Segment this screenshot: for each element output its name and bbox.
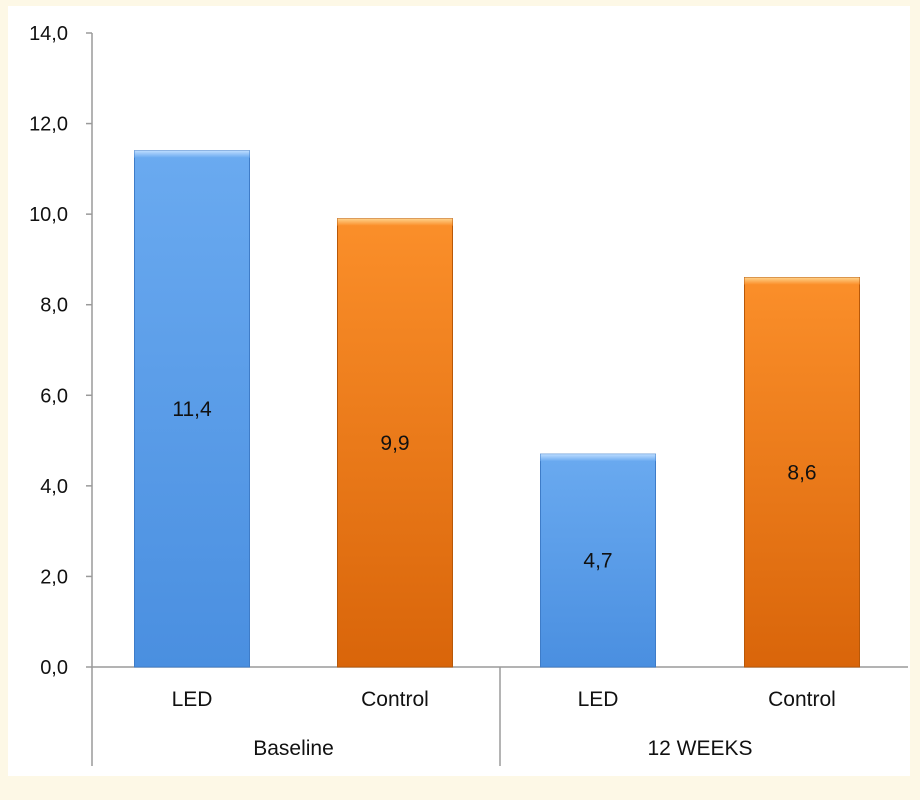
bar-top-highlight [540,454,656,462]
bar-top-highlight [337,218,453,226]
x-axis-labels: LED Control Baseline LED Control 12 WEEKS [172,688,836,760]
category-label: LED [172,688,213,711]
y-tick-label: 10,0 [29,204,68,226]
y-tick-label: 8,0 [40,295,68,317]
bar-12-weeks-led [540,453,656,668]
data-label: 9,9 [380,432,409,455]
bar-baseline-control [337,218,453,668]
group-label: 12 WEEKS [647,737,752,760]
bar-12-weeks-control [744,277,860,668]
y-tick-label: 2,0 [40,566,68,588]
bars: 11,4 9,9 4,7 8,6 [134,150,860,668]
y-tick-label: 4,0 [40,476,68,498]
bar-top-highlight [134,150,250,158]
y-tick-label: 14,0 [29,23,68,45]
data-label: 4,7 [583,550,612,573]
bar-chart: 0,0 2,0 4,0 6,0 8,0 10,0 12,0 14,0 11,4 9,9 4,7 8,… [29,23,908,766]
data-label: 8,6 [787,461,816,484]
bar-top-highlight [744,277,860,285]
bar-baseline-led [134,150,250,668]
category-label: Control [768,688,836,711]
y-tick-label: 6,0 [40,385,68,407]
category-label: LED [578,688,619,711]
data-label: 11,4 [172,398,212,421]
y-tick-label: 0,0 [40,657,68,679]
y-axis-ticks: 0,0 2,0 4,0 6,0 8,0 10,0 12,0 14,0 [29,23,92,679]
chart-panel: 0,0 2,0 4,0 6,0 8,0 10,0 12,0 14,0 11,4 9,9 4,7 8,… [8,6,910,776]
category-label: Control [361,688,429,711]
group-label: Baseline [253,737,334,760]
y-tick-label: 12,0 [29,114,68,136]
